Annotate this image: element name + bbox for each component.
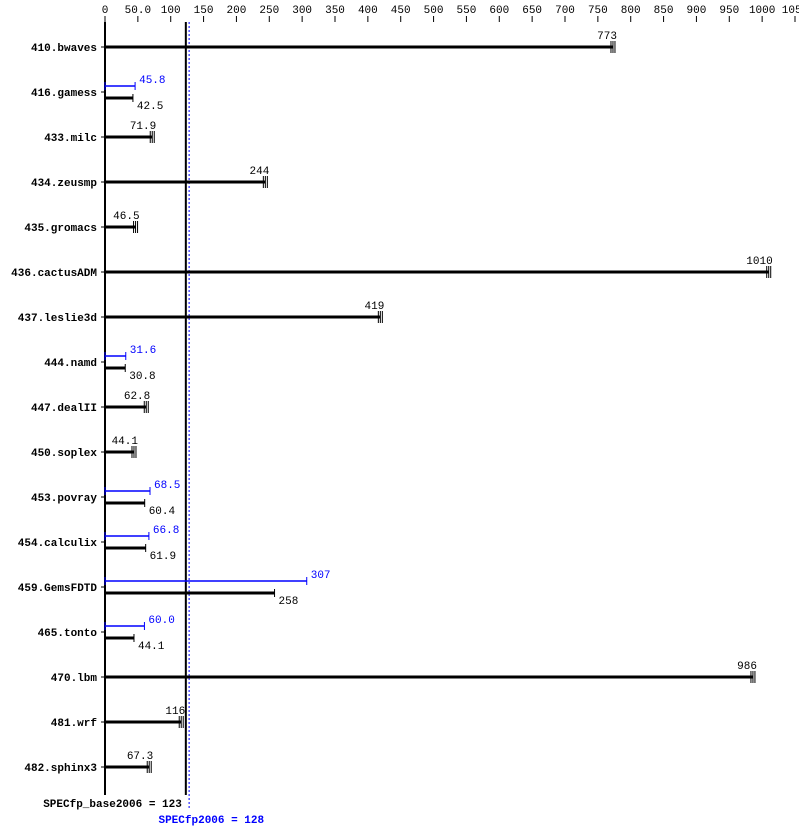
value-label-base: 258 <box>279 596 299 608</box>
axis-tick-label: 1000 <box>749 5 775 17</box>
summary-peak-label: SPECfp2006 = 128 <box>158 815 264 827</box>
value-label-base: 419 <box>365 301 385 313</box>
value-label-base: 116 <box>165 706 185 718</box>
value-label-peak: 68.5 <box>154 480 180 492</box>
benchmark-label: 454.calculix <box>18 538 98 550</box>
value-label-base: 42.5 <box>137 101 163 113</box>
axis-tick-label: 750 <box>588 5 608 17</box>
benchmark-label: 444.namd <box>44 358 97 370</box>
benchmark-label: 434.zeusmp <box>31 178 97 190</box>
benchmark-label: 447.dealII <box>31 403 97 415</box>
value-label-base: 44.1 <box>112 436 139 448</box>
benchmark-label: 433.milc <box>44 133 97 145</box>
axis-tick-label: 550 <box>457 5 477 17</box>
axis-tick-label: 500 <box>424 5 444 17</box>
spec-chart: 0 50.0 100 150 200 250 300 350 400 450 500 550 600 65… <box>0 0 799 831</box>
axis-tick-label: 900 <box>687 5 707 17</box>
value-label-base: 44.1 <box>138 641 165 653</box>
axis-tick-label: 950 <box>719 5 739 17</box>
value-label-base: 986 <box>737 661 757 673</box>
axis-tick-label: 300 <box>292 5 312 17</box>
benchmark-label: 459.GemsFDTD <box>18 583 98 595</box>
value-label-peak: 45.8 <box>139 75 165 87</box>
axis-tick-label: 800 <box>621 5 641 17</box>
value-label-base: 60.4 <box>149 506 176 518</box>
value-label-base: 1010 <box>746 256 772 268</box>
benchmark-label: 470.lbm <box>51 673 98 685</box>
value-label-peak: 307 <box>311 570 331 582</box>
axis-tick-label: 0 <box>102 5 109 17</box>
axis-tick-label: 600 <box>489 5 509 17</box>
value-label-peak: 66.8 <box>153 525 179 537</box>
axis-tick-label: 650 <box>522 5 542 17</box>
value-label-base: 67.3 <box>127 751 153 763</box>
value-label-base: 30.8 <box>129 371 155 383</box>
value-label-peak: 31.6 <box>130 345 156 357</box>
benchmark-label: 416.gamess <box>31 88 97 100</box>
value-label-base: 71.9 <box>130 121 156 133</box>
axis-tick-label: 350 <box>325 5 345 17</box>
axis-tick-label: 250 <box>259 5 279 17</box>
value-label-base: 61.9 <box>150 551 176 563</box>
axis-tick-label: 450 <box>391 5 411 17</box>
axis-tick-label: 100 <box>161 5 181 17</box>
axis-tick-label: 200 <box>227 5 247 17</box>
axis-tick-label: 700 <box>555 5 575 17</box>
value-label-base: 62.8 <box>124 391 150 403</box>
benchmark-label: 435.gromacs <box>24 223 97 235</box>
summary-base-label: SPECfp_base2006 = 123 <box>43 799 182 811</box>
benchmark-label: 410.bwaves <box>31 43 97 55</box>
benchmark-label: 437.leslie3d <box>18 313 97 325</box>
benchmark-label: 450.soplex <box>31 448 97 460</box>
axis-tick-label: 1050 <box>782 5 799 17</box>
benchmark-label: 481.wrf <box>51 718 98 730</box>
value-label-peak: 60.0 <box>148 615 174 627</box>
value-label-base: 244 <box>250 166 270 178</box>
value-label-base: 46.5 <box>113 211 139 223</box>
benchmark-label: 465.tonto <box>38 628 98 640</box>
axis-tick-label: 400 <box>358 5 378 17</box>
value-label-base: 773 <box>597 31 617 43</box>
axis-tick-label: 150 <box>194 5 214 17</box>
axis-tick-label: 50.0 <box>125 5 151 17</box>
benchmark-label: 436.cactusADM <box>11 268 97 280</box>
benchmark-label: 453.povray <box>31 493 97 505</box>
benchmark-label: 482.sphinx3 <box>24 763 97 775</box>
axis-tick-label: 850 <box>654 5 674 17</box>
